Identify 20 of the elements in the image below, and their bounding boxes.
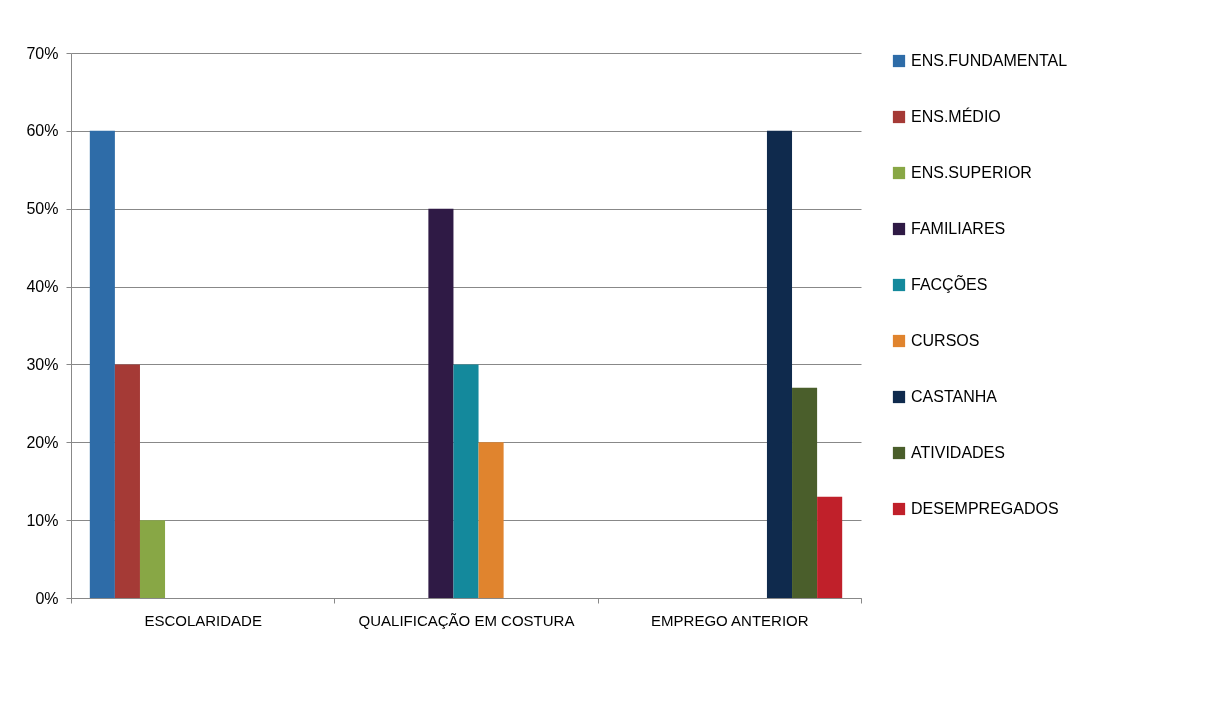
legend-label: ENS.MÉDIO: [911, 107, 1001, 125]
y-tick-label: 10%: [26, 511, 59, 529]
y-tick-label: 40%: [26, 278, 59, 296]
legend-label: CURSOS: [911, 332, 980, 349]
y-tick-label: 50%: [26, 200, 59, 218]
legend-label: ENS.FUNDAMENTAL: [911, 52, 1068, 69]
legend-label: ENS.SUPERIOR: [911, 164, 1032, 181]
legend-label: DESEMPREGADOS: [911, 500, 1059, 517]
y-tick-label: 60%: [26, 122, 59, 140]
x-tick-label: QUALIFICAÇÃO EM COSTURA: [358, 611, 575, 629]
x-tick-label: ESCOLARIDADE: [144, 611, 262, 629]
y-tick-label: 70%: [26, 44, 59, 62]
legend-label: FACÇÕES: [911, 274, 988, 293]
x-tick-label: EMPREGO ANTERIOR: [651, 611, 809, 629]
y-tick-label: 30%: [26, 355, 59, 373]
legend-label: FAMILIARES: [911, 220, 1006, 237]
y-tick-label: 0%: [35, 589, 59, 607]
legend-label: CASTANHA: [911, 388, 998, 405]
legend-label: ATIVIDADES: [911, 444, 1005, 461]
y-tick-label: 20%: [26, 433, 59, 451]
